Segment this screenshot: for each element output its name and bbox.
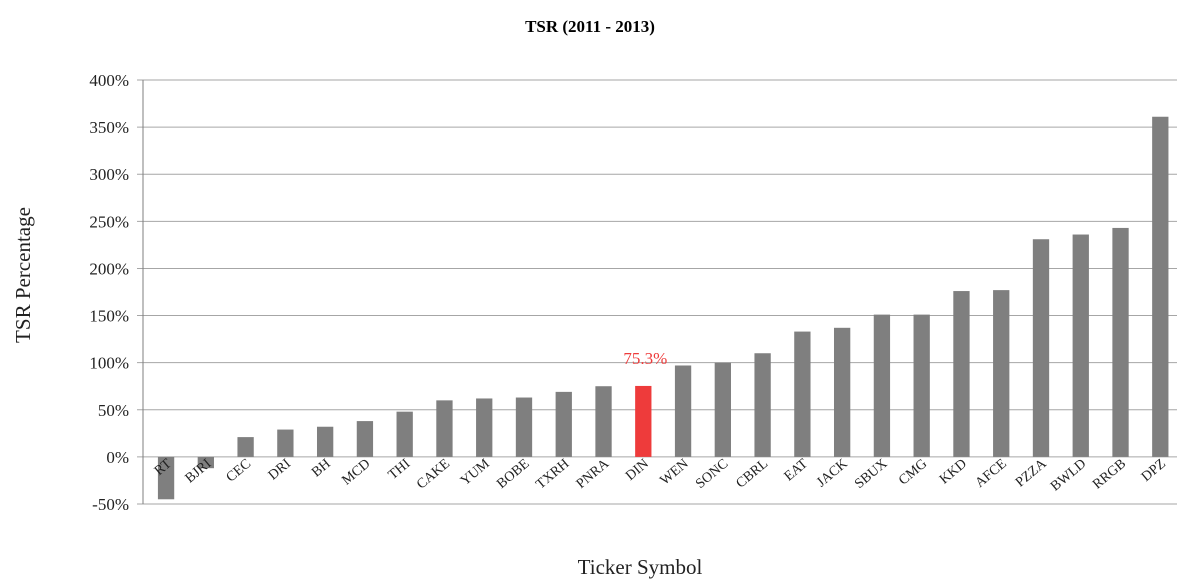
y-tick-label: 250% (89, 212, 129, 231)
bar-bobe (515, 397, 533, 457)
y-tick-label: 150% (89, 307, 129, 326)
x-tick-label: MCD (339, 456, 373, 488)
x-tick-label: THI (386, 456, 414, 483)
bar-dri (277, 429, 294, 457)
bar-sbux (873, 314, 891, 457)
bar-thi (396, 411, 413, 457)
bar-wen (674, 365, 692, 457)
y-tick-label: -50% (92, 495, 129, 514)
bar-dpz (1152, 116, 1169, 457)
chart-title: TSR (2011 - 2013) (525, 17, 655, 36)
x-tick-label: JACK (814, 456, 850, 490)
bar-din (635, 385, 652, 457)
x-tick-label: PZZA (1013, 456, 1050, 491)
bar-kkd (953, 291, 970, 457)
bar-cmg (913, 314, 930, 457)
x-axis-category-labels: RT BJRI CEC DRI BH MCD THI CAKE YUM BOBE TXRH PNRA D… (152, 456, 1169, 495)
y-axis-title: TSR Percentage (11, 207, 35, 343)
y-axis-ticks: -50% 0% 50% 100% 150% 200% 250% 300% 350% 400% (89, 71, 129, 514)
bar-cbrl (754, 353, 771, 457)
x-tick-label: BH (309, 456, 334, 480)
x-tick-label: PNRA (574, 456, 613, 492)
x-tick-label: RRGB (1090, 456, 1129, 492)
annotations: 75.3% (623, 349, 667, 368)
gridlines (137, 79, 1177, 505)
y-tick-label: 400% (89, 71, 129, 90)
x-tick-label: TXRH (533, 456, 572, 492)
bar-txrh (555, 391, 572, 457)
x-tick-label: SONC (693, 456, 731, 492)
x-tick-label: KKD (937, 456, 970, 487)
bars (157, 116, 1169, 500)
bar-bh (316, 426, 334, 457)
x-tick-label: AFCE (973, 456, 1010, 491)
x-tick-label: DIN (623, 456, 652, 483)
y-tick-label: 300% (89, 165, 129, 184)
x-tick-label: BWLD (1048, 456, 1089, 494)
bar-mcd (356, 421, 374, 457)
bar-pzza (1032, 239, 1050, 457)
bar-bjri (197, 456, 214, 469)
y-tick-label: 0% (106, 448, 129, 467)
x-tick-label: DRI (266, 456, 294, 483)
x-tick-label: CEC (224, 456, 255, 485)
x-tick-label: SBUX (852, 456, 890, 492)
y-tick-label: 100% (89, 354, 129, 373)
bar-rrgb (1112, 227, 1129, 457)
bar-sonc (714, 362, 731, 457)
bar-cake (436, 400, 453, 457)
bar-afce (993, 290, 1010, 457)
x-tick-label: CMG (896, 456, 930, 488)
bar-yum (476, 398, 493, 457)
x-tick-label: CAKE (414, 456, 453, 492)
x-tick-label: CBRL (734, 456, 772, 491)
bar-cec (237, 437, 254, 457)
bar-bwld (1072, 234, 1089, 457)
x-tick-label: YUM (458, 456, 493, 489)
x-tick-label: BOBE (494, 456, 532, 491)
bar-rt (157, 456, 175, 500)
bar-pnra (595, 386, 612, 457)
bar-jack (833, 327, 851, 457)
y-tick-label: 200% (89, 259, 129, 278)
y-tick-label: 350% (89, 118, 129, 137)
x-axis-title: Ticker Symbol (578, 555, 703, 579)
bar-eat (794, 331, 811, 457)
x-tick-label: DPZ (1139, 456, 1169, 484)
highlight-annotation: 75.3% (623, 349, 667, 368)
y-tick-label: 50% (98, 401, 129, 420)
x-tick-label: EAT (782, 456, 812, 484)
x-tick-label: WEN (658, 456, 692, 488)
